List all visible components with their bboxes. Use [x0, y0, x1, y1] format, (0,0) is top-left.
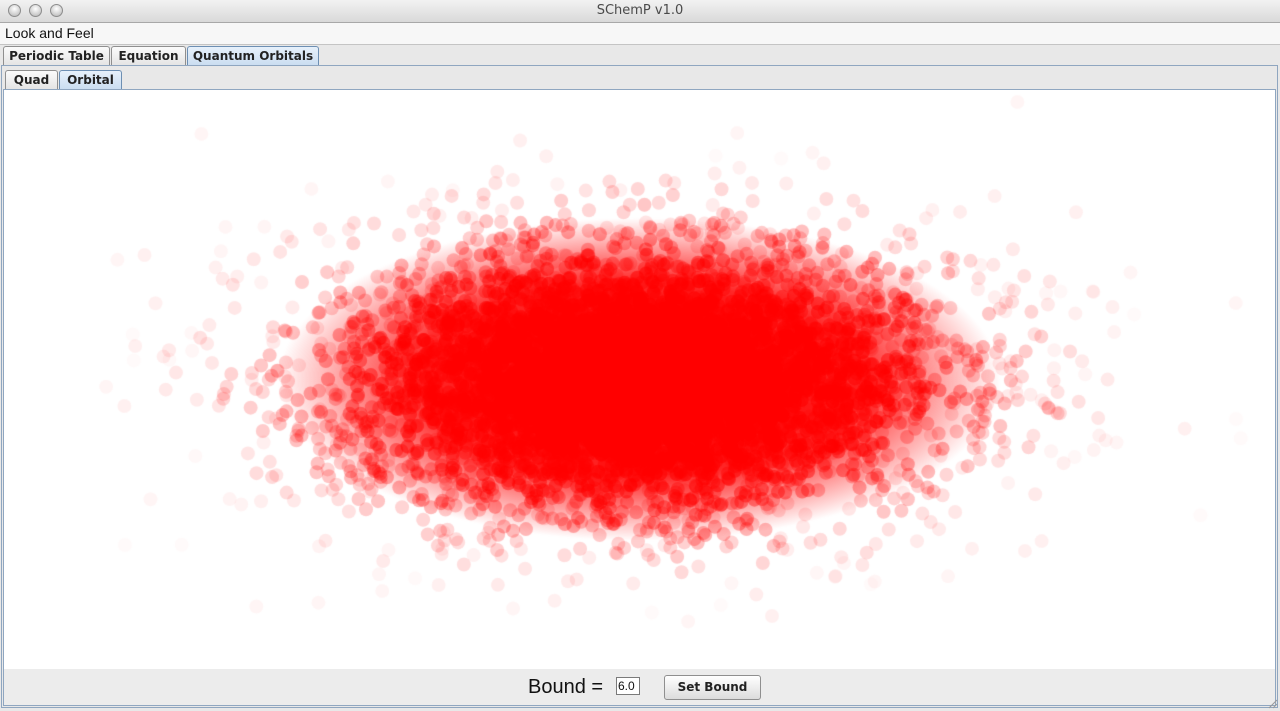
orbital-point-cloud [4, 90, 1275, 669]
window-title: SChemP v1.0 [596, 3, 684, 18]
set-bound-button[interactable]: Set Bound [664, 675, 761, 700]
bound-input[interactable] [616, 677, 640, 695]
bound-control-bar: Bound = Set Bound [4, 669, 1275, 705]
tab-periodic-table[interactable]: Periodic Table [3, 46, 110, 66]
zoom-icon[interactable] [50, 4, 63, 17]
minimize-icon[interactable] [29, 4, 42, 17]
tab-equation[interactable]: Equation [111, 46, 186, 66]
menu-bar: Look and Feel [0, 23, 1280, 45]
orbital-plot [4, 90, 1275, 669]
main-tab-bar: Periodic Table Equation Quantum Orbitals [0, 46, 1280, 67]
sub-tab-bar: Quad Orbital [0, 70, 1280, 91]
resize-grip-icon[interactable] [1266, 697, 1278, 709]
tab-orbital[interactable]: Orbital [59, 70, 122, 90]
tab-quantum-orbitals[interactable]: Quantum Orbitals [187, 46, 319, 66]
close-icon[interactable] [8, 4, 21, 17]
tab-quad[interactable]: Quad [5, 70, 58, 90]
menu-look-and-feel[interactable]: Look and Feel [5, 25, 94, 41]
title-bar: SChemP v1.0 [0, 0, 1280, 23]
bound-label: Bound = [528, 676, 604, 698]
